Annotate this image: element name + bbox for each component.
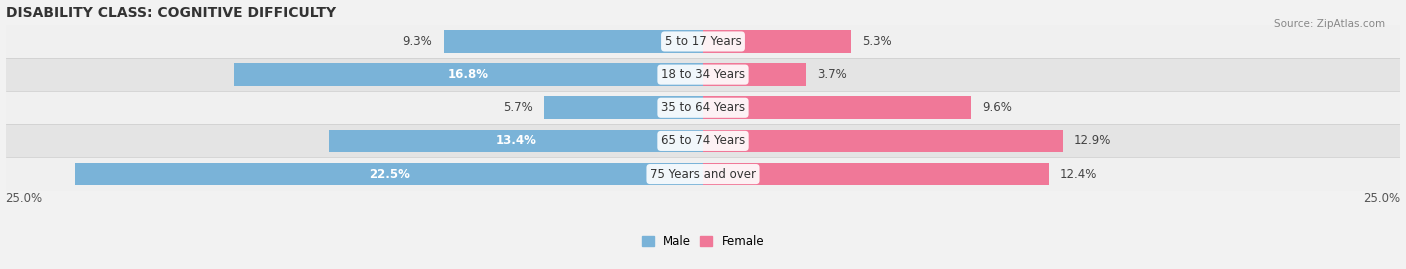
Text: DISABILITY CLASS: COGNITIVE DIFFICULTY: DISABILITY CLASS: COGNITIVE DIFFICULTY [6, 6, 336, 20]
Text: 35 to 64 Years: 35 to 64 Years [661, 101, 745, 114]
Text: 13.4%: 13.4% [496, 134, 537, 147]
Text: 12.4%: 12.4% [1060, 168, 1098, 180]
Text: 5.3%: 5.3% [862, 35, 891, 48]
Text: 9.3%: 9.3% [402, 35, 433, 48]
Text: 5 to 17 Years: 5 to 17 Years [665, 35, 741, 48]
Bar [6, 91, 1400, 124]
Text: 22.5%: 22.5% [368, 168, 409, 180]
Bar [443, 30, 703, 53]
Bar [76, 163, 703, 185]
Text: 5.7%: 5.7% [503, 101, 533, 114]
Text: Source: ZipAtlas.com: Source: ZipAtlas.com [1274, 19, 1385, 29]
Text: 65 to 74 Years: 65 to 74 Years [661, 134, 745, 147]
Text: 18 to 34 Years: 18 to 34 Years [661, 68, 745, 81]
Bar [544, 97, 703, 119]
Bar [703, 130, 1063, 152]
Bar [6, 157, 1400, 191]
Bar [329, 130, 703, 152]
Bar [703, 30, 851, 53]
Text: 3.7%: 3.7% [817, 68, 848, 81]
Legend: Male, Female: Male, Female [641, 235, 765, 248]
Bar [6, 25, 1400, 58]
Bar [6, 124, 1400, 157]
Bar [235, 63, 703, 86]
Bar [6, 58, 1400, 91]
Bar [703, 97, 970, 119]
Text: 25.0%: 25.0% [1364, 192, 1400, 205]
Text: 75 Years and over: 75 Years and over [650, 168, 756, 180]
Text: 16.8%: 16.8% [449, 68, 489, 81]
Bar [703, 163, 1049, 185]
Bar [703, 63, 806, 86]
Text: 12.9%: 12.9% [1074, 134, 1111, 147]
Text: 25.0%: 25.0% [6, 192, 42, 205]
Text: 9.6%: 9.6% [981, 101, 1012, 114]
